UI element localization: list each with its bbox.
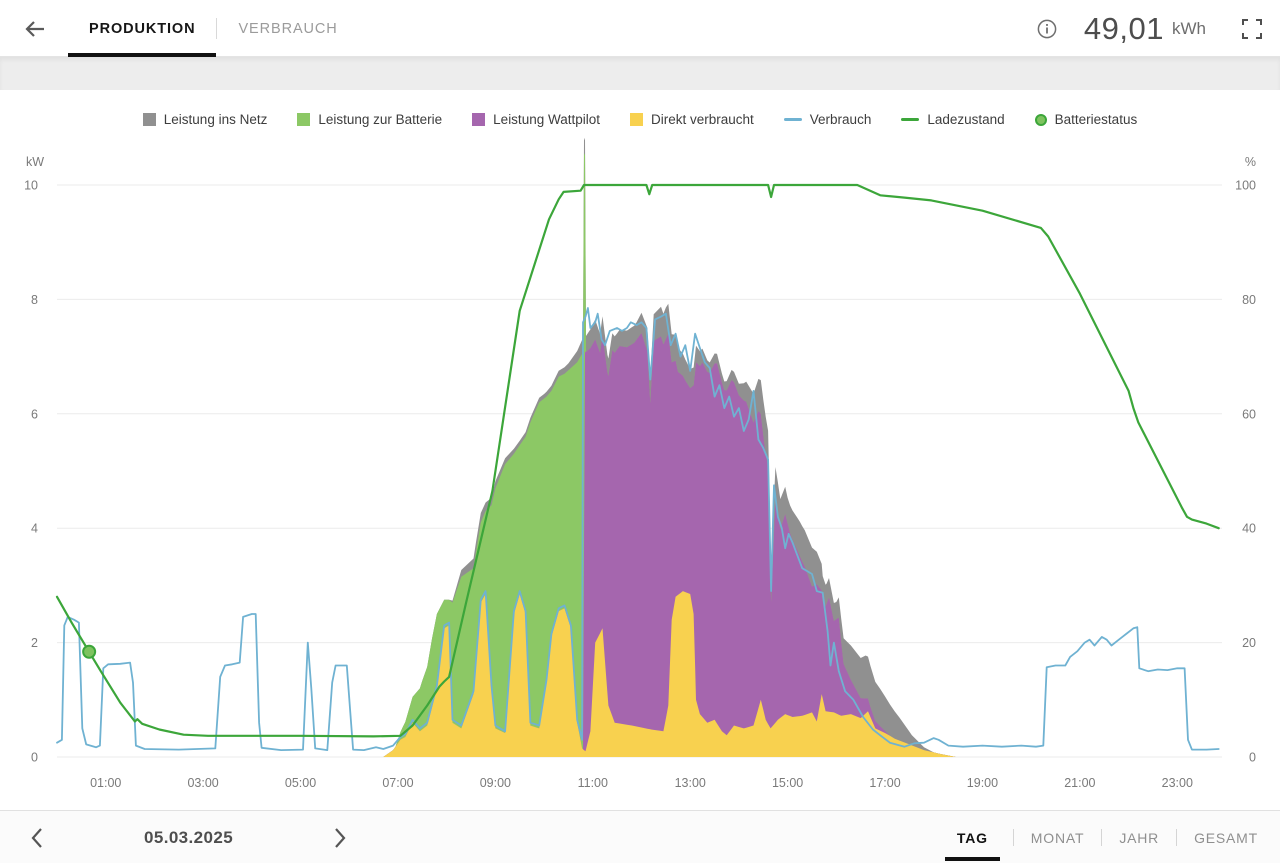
battery-status-marker bbox=[82, 644, 97, 659]
view-tab-divider bbox=[1176, 829, 1178, 846]
date-navigation: 05.03.2025 bbox=[22, 811, 355, 863]
view-tab-gesamt[interactable]: GESAMT bbox=[1194, 829, 1258, 846]
legend-circle-icon bbox=[1034, 113, 1047, 126]
axis-label: 03:00 bbox=[187, 776, 218, 790]
tab-produktion[interactable]: PRODUKTION bbox=[68, 0, 217, 57]
legend-item-leistung-wattpilot[interactable]: Leistung Wattpilot bbox=[472, 112, 600, 127]
chart-legend: Leistung ins Netz Leistung zur Batterie Le… bbox=[0, 112, 1280, 127]
tab-produktion-label: PRODUKTION bbox=[89, 20, 196, 37]
axis-label: 11:00 bbox=[578, 776, 608, 790]
legend-line-icon bbox=[783, 118, 802, 121]
axis-label: 05:00 bbox=[285, 776, 316, 790]
legend-label: Batteriestatus bbox=[1054, 112, 1138, 127]
legend-swatch-icon bbox=[142, 113, 156, 126]
tab-verbrauch-label: VERBRAUCH bbox=[238, 20, 338, 37]
axis-label: 10 bbox=[24, 179, 38, 193]
previous-day-button[interactable] bbox=[22, 823, 52, 853]
header: PRODUKTION VERBRAUCH 49,01 kWh bbox=[0, 0, 1280, 57]
view-tab-tag[interactable]: TAG bbox=[944, 824, 1000, 861]
axis-label: 19:00 bbox=[967, 776, 998, 790]
legend-label: Verbrauch bbox=[809, 112, 872, 127]
axis-label: 01:00 bbox=[90, 776, 121, 790]
axis-label: 09:00 bbox=[480, 776, 511, 790]
legend-swatch-icon bbox=[297, 113, 311, 126]
header-right: 49,01 kWh bbox=[1036, 0, 1264, 57]
axis-label: 17:00 bbox=[869, 776, 900, 790]
axis-label: 6 bbox=[31, 407, 38, 421]
line-ladezustand bbox=[55, 183, 1220, 738]
legend-swatch-icon bbox=[629, 113, 643, 126]
view-tab-monat[interactable]: MONAT bbox=[1030, 829, 1085, 846]
legend-item-batteriestatus[interactable]: Batteriestatus bbox=[1034, 112, 1138, 127]
tab-divider bbox=[216, 18, 218, 39]
legend-label: Ladezustand bbox=[927, 112, 1005, 127]
legend-label: Leistung Wattpilot bbox=[493, 112, 600, 127]
chart-card: Leistung ins Netz Leistung zur Batterie Le… bbox=[0, 90, 1280, 810]
view-range-tabs: TAG MONAT JAHR GESAMT bbox=[944, 811, 1262, 863]
axis-label: 60 bbox=[1242, 407, 1256, 421]
area-direkt-verbraucht bbox=[383, 591, 956, 757]
axis-label: 21:00 bbox=[1064, 776, 1095, 790]
header-gap-band bbox=[0, 57, 1280, 90]
legend-item-leistung-zur-batterie[interactable]: Leistung zur Batterie bbox=[297, 112, 442, 127]
info-icon[interactable] bbox=[1036, 18, 1058, 40]
line-verbrauch bbox=[56, 307, 1220, 751]
axis-label: 20 bbox=[1242, 636, 1256, 650]
back-button[interactable] bbox=[18, 14, 52, 44]
view-tab-divider bbox=[1012, 829, 1014, 846]
axis-label: 0 bbox=[1249, 751, 1256, 765]
axis-label: % bbox=[1245, 155, 1256, 169]
tab-verbrauch[interactable]: VERBRAUCH bbox=[217, 0, 358, 57]
view-tab-divider bbox=[1101, 829, 1103, 846]
axis-label: 4 bbox=[31, 522, 38, 536]
chevron-left-icon bbox=[31, 827, 42, 848]
axis-label: 13:00 bbox=[675, 776, 706, 790]
legend-item-ladezustand[interactable]: Ladezustand bbox=[901, 112, 1005, 127]
total-production-value: 49,01 bbox=[1083, 10, 1164, 46]
axis-label: 40 bbox=[1242, 522, 1256, 536]
legend-item-direkt-verbraucht[interactable]: Direkt verbraucht bbox=[629, 112, 754, 127]
axis-label: 2 bbox=[31, 636, 38, 650]
axis-label: 23:00 bbox=[1162, 776, 1193, 790]
legend-swatch-icon bbox=[472, 113, 486, 126]
axis-label: 100 bbox=[1235, 179, 1256, 193]
axis-label: 80 bbox=[1242, 293, 1256, 307]
view-tab-jahr[interactable]: JAHR bbox=[1119, 829, 1160, 846]
axis-label: 0 bbox=[31, 751, 38, 765]
legend-label: Leistung ins Netz bbox=[163, 112, 268, 127]
header-tabs: PRODUKTION VERBRAUCH bbox=[68, 0, 359, 57]
back-arrow-icon bbox=[25, 21, 44, 37]
fullscreen-icon[interactable] bbox=[1240, 17, 1264, 41]
footer: 05.03.2025 TAG MONAT JAHR GESAMT bbox=[0, 810, 1280, 863]
legend-item-leistung-ins-netz[interactable]: Leistung ins Netz bbox=[142, 112, 268, 127]
next-day-button[interactable] bbox=[325, 823, 355, 853]
legend-label: Leistung zur Batterie bbox=[318, 112, 443, 127]
axis-label: 15:00 bbox=[772, 776, 803, 790]
legend-item-verbrauch[interactable]: Verbrauch bbox=[783, 112, 872, 127]
current-date: 05.03.2025 bbox=[144, 827, 234, 847]
axis-label: kW bbox=[26, 155, 44, 169]
legend-label: Direkt verbraucht bbox=[650, 112, 754, 127]
axis-label: 07:00 bbox=[382, 776, 413, 790]
total-production-unit: kWh bbox=[1172, 18, 1206, 38]
chevron-right-icon bbox=[335, 827, 346, 848]
axis-label: 8 bbox=[31, 293, 38, 307]
legend-line-icon bbox=[901, 118, 920, 121]
